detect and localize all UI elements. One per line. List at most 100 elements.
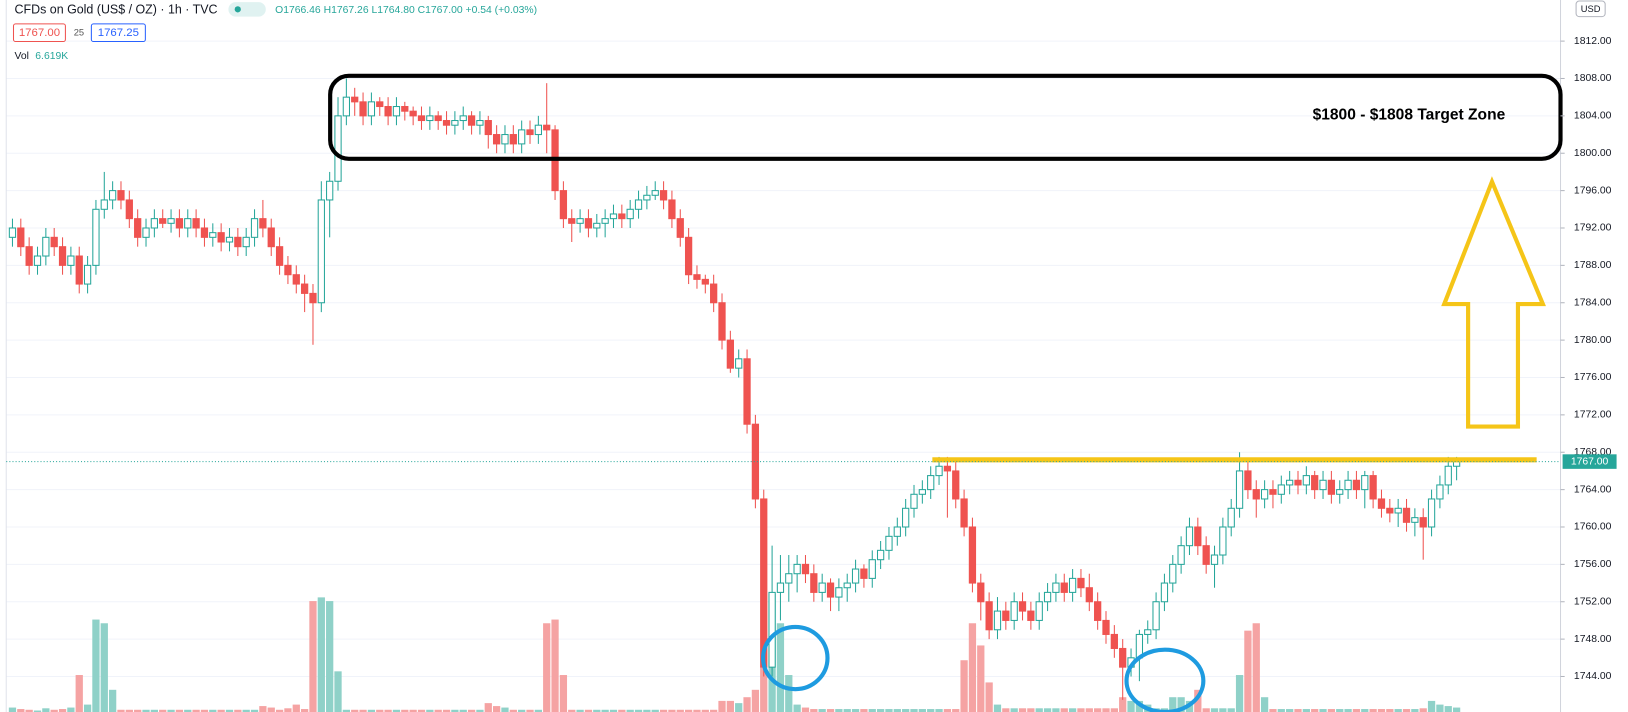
volume-bar <box>609 709 618 712</box>
currency-button[interactable] <box>1575 0 1606 18</box>
candle-body <box>476 120 484 126</box>
candle-body <box>1144 629 1152 635</box>
volume-bar <box>1052 708 1060 712</box>
candle-body <box>1094 601 1102 621</box>
volume-bar <box>868 709 876 712</box>
candle-body <box>568 218 576 224</box>
volume-bar <box>1294 709 1302 712</box>
candle-body <box>117 190 125 201</box>
candle-body <box>1160 582 1169 603</box>
ask-box[interactable] <box>90 23 146 43</box>
candle-body <box>192 218 200 229</box>
volume-bar <box>1411 709 1419 712</box>
volume-bar <box>851 709 860 712</box>
volume-bar <box>977 645 985 712</box>
volume-bar <box>225 709 234 712</box>
highlight-circle <box>1124 647 1206 712</box>
volume-bar <box>442 709 451 712</box>
candle-body <box>868 559 876 579</box>
candle-body <box>367 101 376 117</box>
candle-body <box>33 255 42 266</box>
volume-bar <box>1377 709 1386 712</box>
volume-bar <box>100 623 108 712</box>
volume-bar <box>192 709 200 712</box>
candle-body <box>910 493 918 509</box>
market-status-dot <box>234 6 241 13</box>
volume-bar <box>108 689 117 712</box>
candle-body <box>1252 489 1260 500</box>
candle-body <box>743 358 751 425</box>
candle-body <box>968 526 977 584</box>
target-zone-label: $1800 - $1808 Target Zone <box>1313 106 1506 123</box>
candle-body <box>1369 475 1377 500</box>
candle-body <box>467 115 476 126</box>
candle-body <box>609 213 618 220</box>
volume-bar <box>242 709 250 712</box>
volume-bar <box>409 709 417 712</box>
volume-bar <box>651 709 659 712</box>
candle-body <box>50 236 58 248</box>
volume-label: Vol <box>15 51 29 62</box>
volume-bar <box>184 709 192 712</box>
candle-body <box>726 339 734 369</box>
volume-bar <box>367 709 376 712</box>
candle-body <box>935 465 943 477</box>
candle-body <box>1177 545 1185 565</box>
bid-box[interactable] <box>12 23 66 43</box>
candle-body <box>1152 601 1160 631</box>
candle-body <box>776 582 785 593</box>
volume-bar <box>509 709 517 712</box>
volume-bar <box>902 709 910 712</box>
candle-body <box>442 120 451 126</box>
volume-bar <box>1235 675 1244 712</box>
candle-body <box>1402 507 1411 523</box>
volume-bar <box>559 675 568 712</box>
volume-bar <box>634 709 643 712</box>
candle-body <box>593 222 601 229</box>
volume-bar <box>935 709 943 712</box>
y-tick-label: 1756.00 <box>1574 559 1612 570</box>
candle-body <box>1018 601 1027 612</box>
candle-body <box>142 227 150 238</box>
volume-bar <box>860 709 868 712</box>
volume-bar <box>1286 709 1294 712</box>
volume-bar <box>117 709 125 712</box>
volume-bar <box>83 704 92 712</box>
y-tick-label: 1800.00 <box>1574 148 1612 159</box>
candle-body <box>1444 465 1452 486</box>
volume-bar <box>1094 708 1102 712</box>
volume-bar <box>42 708 50 712</box>
candle-body <box>1052 582 1060 593</box>
candle-body <box>534 124 542 136</box>
candle-body <box>843 582 851 589</box>
candle-body <box>526 129 534 136</box>
candle-body <box>209 232 217 238</box>
volume-bar <box>684 709 693 712</box>
candle-body <box>401 106 409 112</box>
candle-body <box>793 563 801 575</box>
volume-bar <box>593 709 601 712</box>
candle-body <box>1294 479 1302 486</box>
volume-bar <box>601 709 609 712</box>
candle-body <box>1352 479 1361 491</box>
volume-bar <box>1018 708 1027 712</box>
volume-bar <box>434 709 442 712</box>
candle-body <box>351 96 359 103</box>
volume-bar <box>526 709 534 712</box>
volume-bar <box>1027 708 1035 712</box>
volume-bar <box>1102 708 1110 712</box>
volume-bar <box>1244 630 1252 712</box>
candle-body <box>184 218 192 229</box>
candle-body <box>509 134 517 145</box>
volume-bar <box>159 709 167 712</box>
candle-body <box>1411 517 1419 523</box>
volume-bar <box>8 707 17 712</box>
volume-bar <box>1269 709 1277 712</box>
volume-bar <box>1311 709 1319 712</box>
y-tick-label: 1812.00 <box>1574 36 1612 47</box>
candle-body <box>1436 484 1444 500</box>
volume-bar <box>317 597 325 712</box>
volume-bar <box>1043 708 1052 712</box>
